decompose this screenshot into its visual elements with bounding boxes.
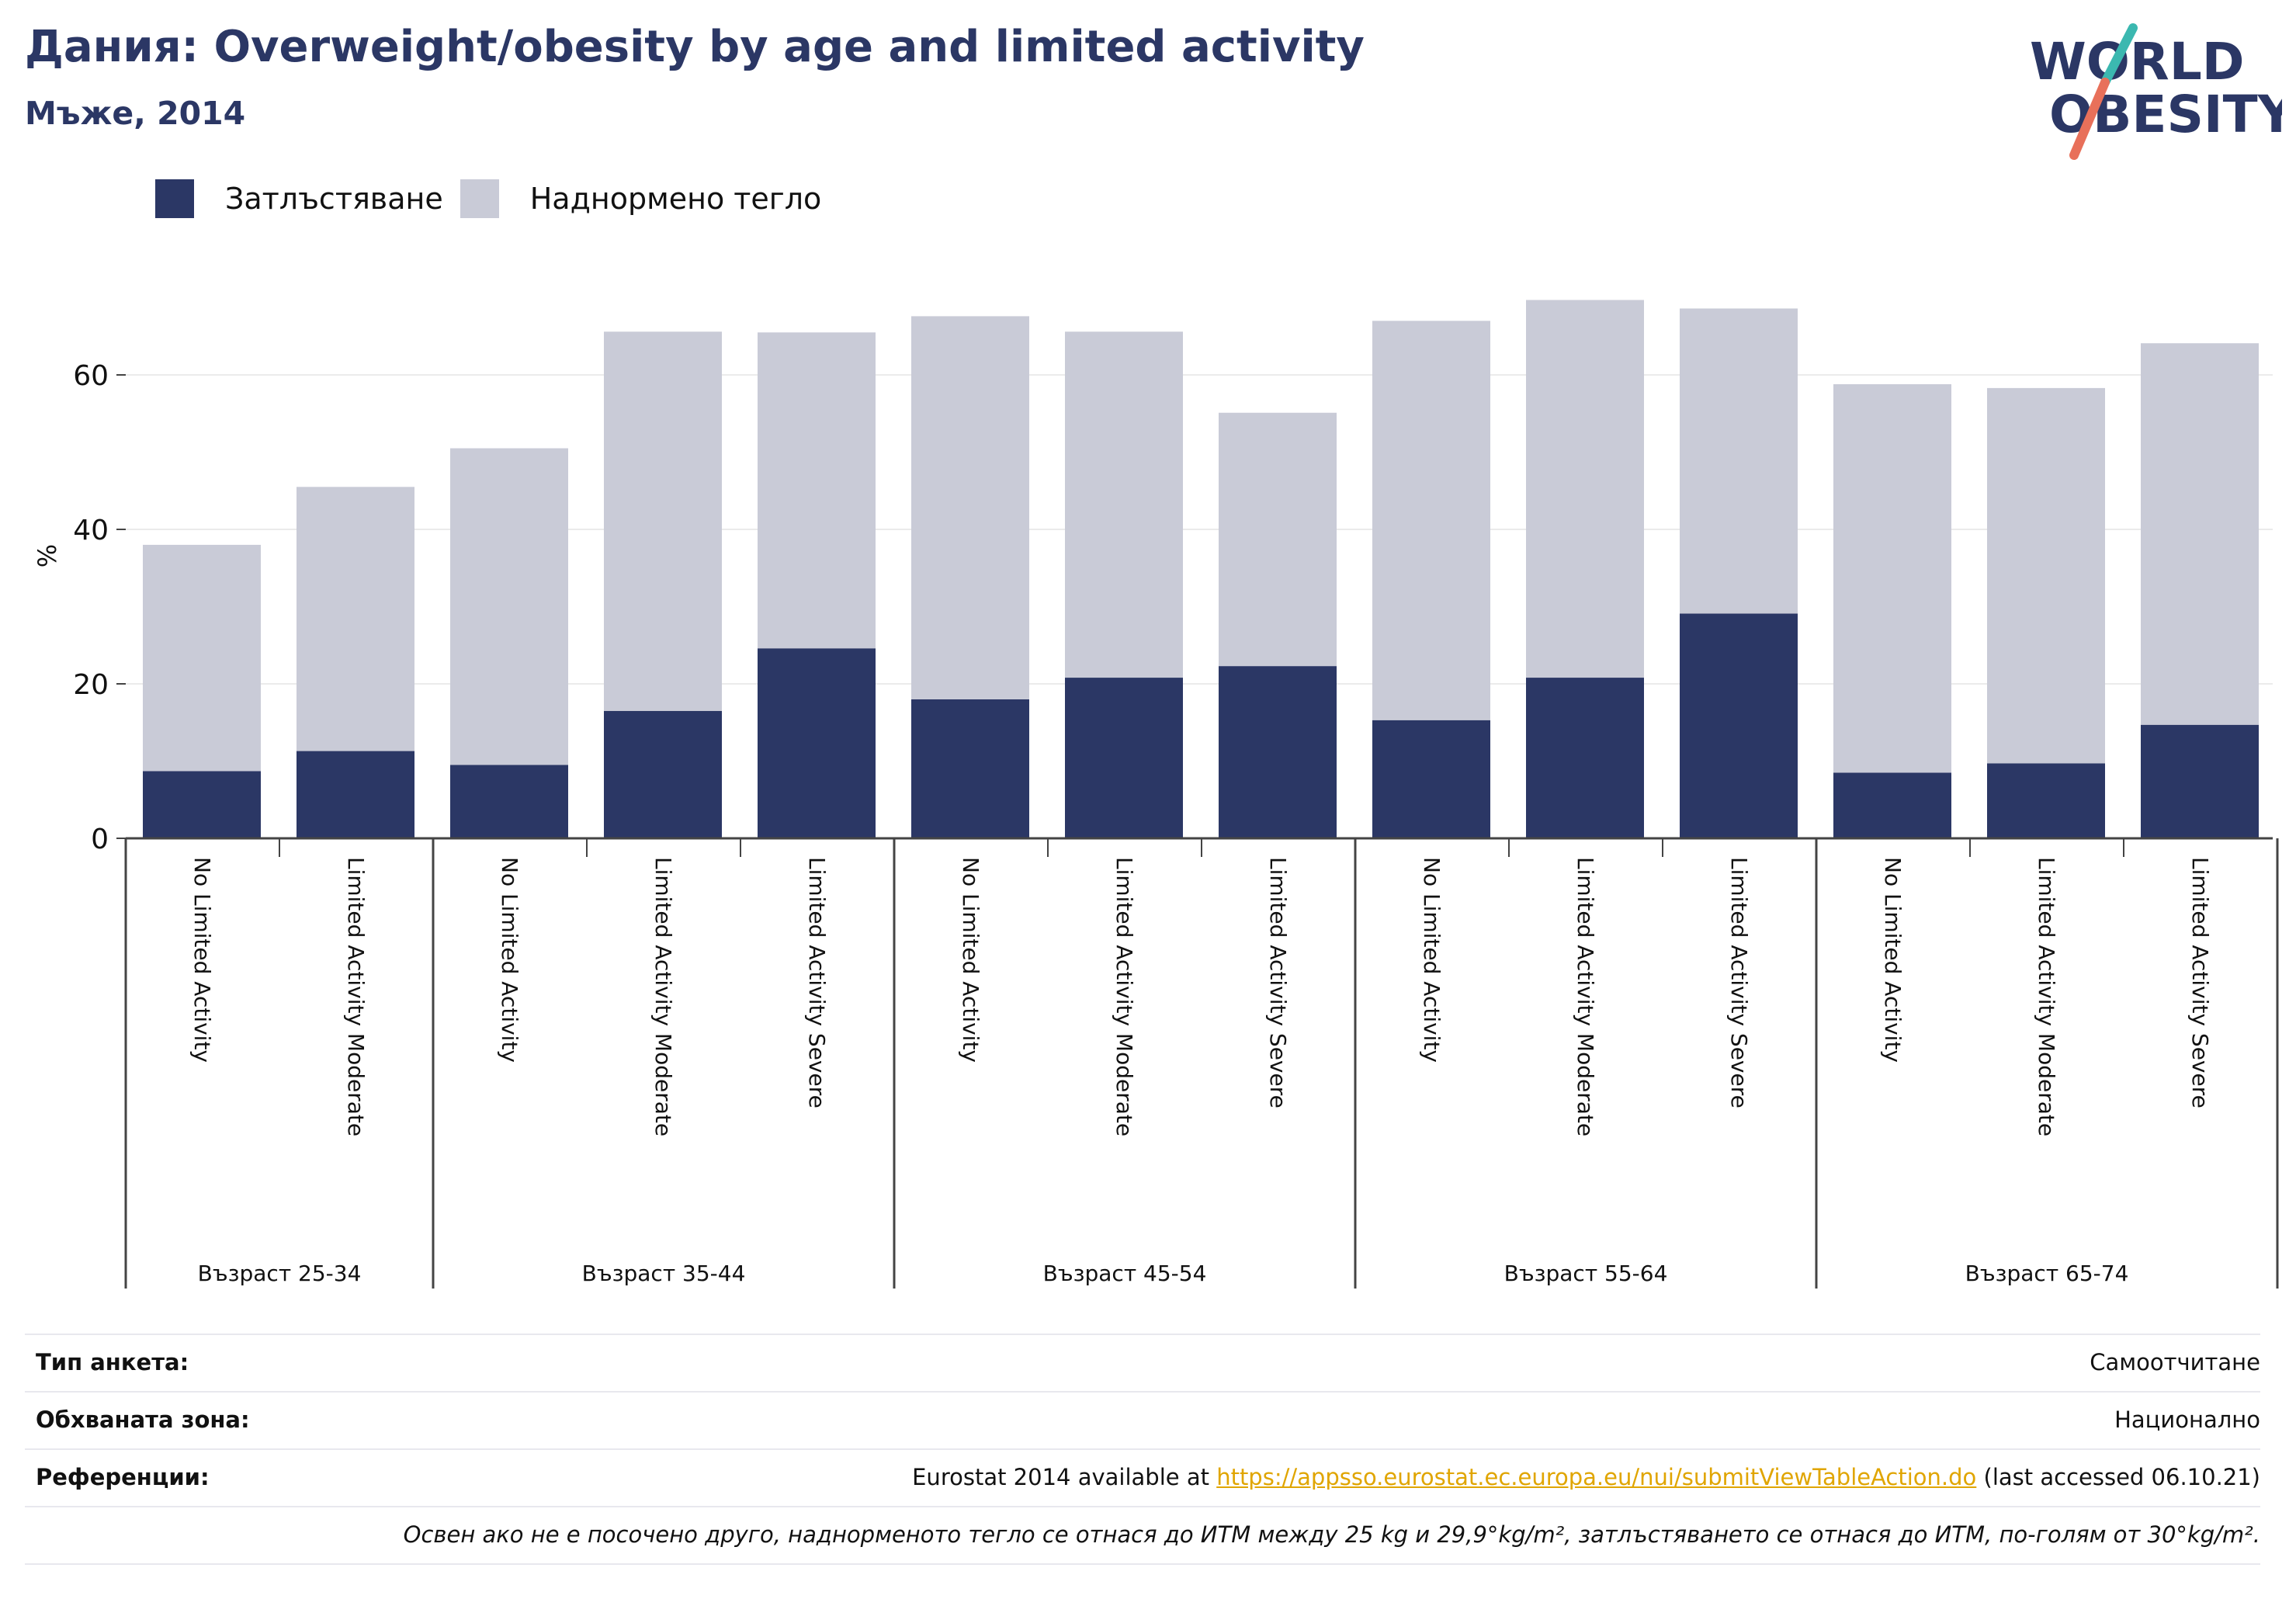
logo-word-world: WORLD	[2030, 32, 2245, 92]
stacked-bar-chart: 0 20 40 60% No Limited Activity Limited Activ…	[33, 300, 2279, 1289]
logo-slash-bottom	[2069, 78, 2110, 160]
bar-obesity	[604, 710, 722, 838]
bar-obesity	[1372, 720, 1490, 838]
legend-label-overweight: Наднормено тегло	[529, 182, 822, 216]
bar-obesity	[1526, 678, 1644, 838]
bar-overweight	[450, 448, 568, 765]
x-group-label: Възраст 45-54	[1043, 1261, 1207, 1286]
axes	[116, 374, 2279, 1289]
bar-overweight	[1987, 387, 2105, 764]
x-category-label: No Limited Activity	[189, 857, 215, 1063]
info-row-survey-type: Тип анкета: Самоотчитане	[25, 1334, 2260, 1391]
bar-obesity	[758, 648, 876, 838]
x-group-label: Възраст 65-74	[1965, 1261, 2129, 1286]
x-category-label: Limited Activity Severe	[1265, 857, 1291, 1108]
bar-overweight	[297, 487, 414, 751]
info-row-note: Освен ако не е посочено друго, наднормен…	[25, 1506, 2260, 1565]
bar-overweight	[1219, 412, 1337, 667]
axis-labels: 0 20 40 60% No Limited Activity Limited Activ…	[33, 360, 2213, 1286]
references-value: Eurostat 2014 available at https://appss…	[912, 1464, 2260, 1490]
bar-overweight	[604, 331, 722, 711]
x-category-label: Limited Activity Moderate	[1573, 857, 1598, 1136]
x-category-label: No Limited Activity	[958, 857, 983, 1063]
x-category-label: Limited Activity Moderate	[1112, 857, 1137, 1136]
x-group-label: Възраст 55-64	[1504, 1261, 1668, 1286]
legend-swatch-obesity	[155, 179, 194, 218]
chart-subtitle: Мъже, 2014	[25, 95, 246, 132]
y-tick-label: 20	[73, 669, 109, 701]
y-axis-label: %	[33, 544, 62, 567]
bar-obesity	[1833, 772, 1951, 838]
bar-obesity	[450, 765, 568, 838]
info-table: Тип анкета: Самоотчитане Обхваната зона:…	[25, 1334, 2260, 1565]
bar-overweight	[1526, 300, 1644, 678]
bar-overweight	[911, 316, 1029, 699]
bar-overweight	[1065, 331, 1183, 678]
coverage-label: Обхваната зона:	[36, 1406, 250, 1433]
bar-overweight	[143, 544, 261, 772]
definition-note: Освен ако не е посочено друго, наднормен…	[403, 1521, 2260, 1548]
world-obesity-logo: WORLD OBESITY	[2030, 23, 2282, 160]
x-category-label: Limited Activity Severe	[2187, 857, 2213, 1108]
references-prefix: Eurostat 2014 available at	[912, 1464, 1217, 1490]
x-category-label: No Limited Activity	[1419, 857, 1445, 1063]
y-tick-label: 40	[73, 515, 109, 546]
bar-obesity	[297, 751, 414, 838]
x-category-label: No Limited Activity	[1880, 857, 1906, 1063]
x-category-label: Limited Activity Moderate	[650, 857, 676, 1136]
x-group-label: Възраст 25-34	[198, 1261, 362, 1286]
bar-obesity	[911, 699, 1029, 838]
bar-obesity	[143, 771, 261, 838]
info-row-coverage: Обхваната зона: Национално	[25, 1391, 2260, 1448]
bar-obesity	[1065, 678, 1183, 838]
bar-overweight	[1833, 383, 1951, 773]
x-category-label: No Limited Activity	[497, 857, 522, 1063]
bar-overweight	[1372, 321, 1490, 720]
legend-swatch-overweight	[460, 179, 499, 218]
references-suffix: (last accessed 06.10.21)	[1976, 1464, 2261, 1490]
x-category-label: Limited Activity Moderate	[343, 857, 369, 1136]
bar-overweight	[2141, 343, 2259, 725]
info-row-references: Референции: Eurostat 2014 available at h…	[25, 1448, 2260, 1506]
references-label: Референции:	[36, 1464, 210, 1490]
bar-obesity	[1680, 613, 1798, 838]
x-group-label: Възраст 35-44	[582, 1261, 746, 1286]
bar-obesity	[1987, 763, 2105, 838]
survey-type-value: Самоотчитане	[2090, 1349, 2260, 1375]
bar-obesity	[2141, 724, 2259, 838]
legend-item-obesity: Затлъстяване	[155, 179, 443, 218]
bar-overweight	[1680, 308, 1798, 614]
bar-obesity	[1219, 666, 1337, 838]
y-tick-label: 0	[91, 824, 109, 855]
chart-title: Дания: Overweight/obesity by age and lim…	[25, 22, 1365, 72]
references-link[interactable]: https://appsso.eurostat.ec.europa.eu/nui…	[1216, 1464, 1977, 1490]
chart-legend: Затлъстяване Наднормено тегло	[155, 177, 838, 220]
bar-overweight	[758, 332, 876, 649]
legend-label-obesity: Затлъстяване	[225, 182, 443, 216]
x-category-label: Limited Activity Severe	[804, 857, 830, 1108]
x-category-label: Limited Activity Severe	[1726, 857, 1752, 1108]
y-tick-label: 60	[73, 360, 109, 392]
survey-type-label: Тип анкета:	[36, 1349, 189, 1375]
logo-slash-top	[2100, 23, 2138, 87]
legend-item-overweight: Наднормено тегло	[460, 179, 822, 218]
x-category-label: Limited Activity Moderate	[2034, 857, 2059, 1136]
bars	[143, 300, 2259, 838]
coverage-value: Национално	[2114, 1406, 2260, 1433]
